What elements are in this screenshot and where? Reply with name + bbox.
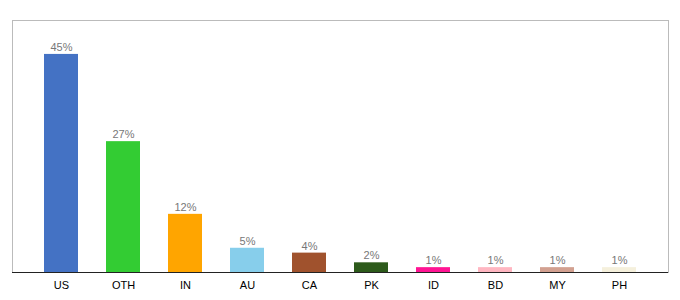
svg-text:1%: 1% xyxy=(550,254,566,266)
svg-text:PK: PK xyxy=(364,279,379,291)
svg-text:1%: 1% xyxy=(426,254,442,266)
svg-text:5%: 5% xyxy=(240,235,256,247)
svg-text:US: US xyxy=(54,279,69,291)
svg-text:45%: 45% xyxy=(50,41,72,53)
svg-text:1%: 1% xyxy=(612,254,628,266)
svg-text:12%: 12% xyxy=(174,201,196,213)
svg-text:PH: PH xyxy=(612,279,627,291)
svg-text:BD: BD xyxy=(488,279,503,291)
svg-text:CA: CA xyxy=(302,279,318,291)
svg-text:2%: 2% xyxy=(364,249,380,261)
svg-text:IN: IN xyxy=(180,279,191,291)
svg-text:OTH: OTH xyxy=(112,279,135,291)
svg-text:1%: 1% xyxy=(488,254,504,266)
svg-text:AU: AU xyxy=(240,279,255,291)
svg-text:4%: 4% xyxy=(302,240,318,252)
svg-text:MY: MY xyxy=(549,279,566,291)
svg-text:ID: ID xyxy=(428,279,439,291)
svg-text:27%: 27% xyxy=(112,128,134,140)
